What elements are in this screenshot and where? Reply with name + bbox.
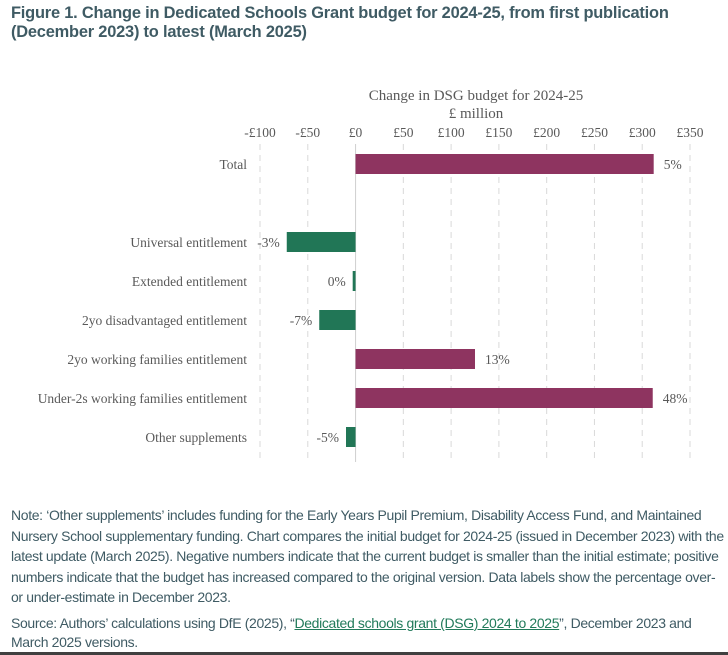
chart-subtitle: £ million	[449, 106, 504, 122]
bar	[352, 271, 356, 291]
bar	[346, 427, 356, 447]
x-axis-ticks: -£100 -£50 £0 £50 £100 £150 £200 £250 £300 £350	[244, 125, 704, 140]
data-label: -7%	[290, 313, 313, 328]
bar-chart: Change in DSG budget for 2024-25 £ milli…	[38, 88, 704, 462]
gridlines	[259, 144, 691, 462]
category-label: 2yo disadvantaged entitlement	[82, 313, 247, 328]
data-label: 48%	[663, 391, 688, 406]
chart-note: Note: ‘Other supplements’ includes fundi…	[11, 507, 724, 606]
data-label: -5%	[317, 430, 340, 445]
x-tick-label: -£100	[244, 125, 276, 140]
category-labels: Total Universal entitlement Extended entit…	[38, 157, 248, 445]
category-label: 2yo working families entitlement	[67, 352, 247, 367]
figure-title: Figure 1. Change in Dedicated Schools Gr…	[11, 4, 669, 41]
x-tick-label: £300	[629, 125, 656, 140]
bar	[319, 310, 356, 330]
data-label: 13%	[485, 352, 510, 367]
data-label: 0%	[328, 274, 346, 289]
source-link[interactable]: Dedicated schools grant (DSG) 2024 to 20…	[294, 615, 560, 631]
category-label: Total	[219, 157, 247, 172]
x-tick-label: -£50	[295, 125, 320, 140]
category-label: Other supplements	[145, 430, 247, 445]
source-prefix: Source: Authors’ calculations using DfE …	[11, 615, 295, 631]
category-label: Universal entitlement	[130, 235, 247, 250]
chart-title: Change in DSG budget for 2024-25	[369, 88, 584, 104]
bottom-border	[0, 652, 728, 655]
category-label: Extended entitlement	[132, 274, 247, 289]
data-labels: 5% -3% 0% -7% 13% 48% -5%	[257, 157, 687, 445]
source-text: Source: Authors’ calculations using DfE …	[11, 614, 726, 652]
x-tick-label: £200	[533, 125, 560, 140]
x-tick-label: £100	[438, 125, 465, 140]
source-suffix: ”, December 2023 and March 2025 versions…	[11, 615, 692, 650]
x-tick-label: £0	[349, 125, 363, 140]
x-tick-label: £150	[485, 125, 512, 140]
x-tick-label: £250	[581, 125, 608, 140]
bar	[355, 388, 653, 408]
bar	[286, 232, 356, 252]
bar	[355, 154, 654, 174]
x-tick-label: £50	[393, 125, 414, 140]
bars	[286, 154, 654, 447]
data-label: 5%	[664, 157, 682, 172]
x-tick-label: £350	[677, 125, 704, 140]
category-label: Under-2s working families entitlement	[38, 391, 248, 406]
bar	[355, 349, 475, 369]
data-label: -3%	[257, 235, 280, 250]
